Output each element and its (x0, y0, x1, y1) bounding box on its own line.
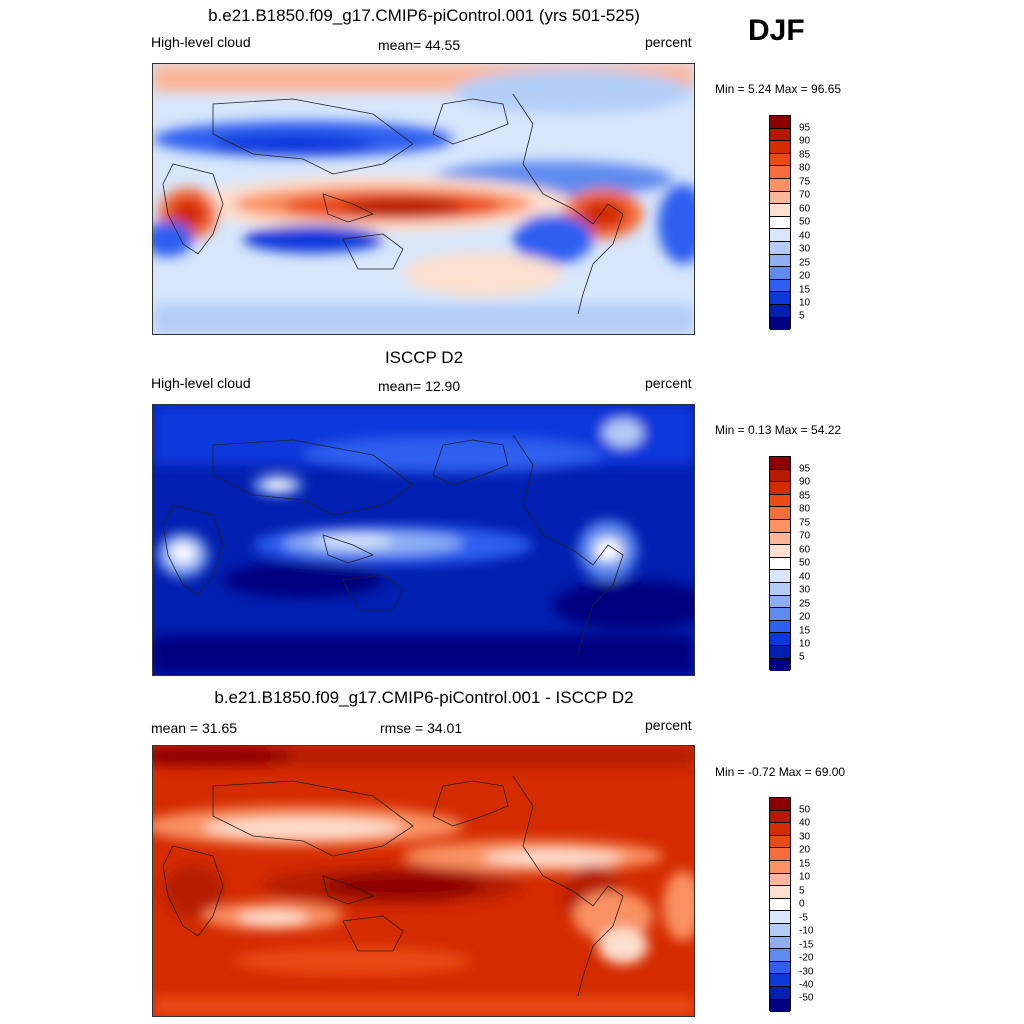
colorbar-tick-label: 15 (799, 625, 811, 637)
colorbar-tick-label: 40 (799, 817, 811, 829)
panel-3-colorbar (769, 797, 791, 1013)
panel-1-colorbar (769, 115, 791, 331)
panel-1-map-field (153, 64, 694, 334)
colorbar-tick-label: 50 (799, 557, 811, 569)
colorbar-tick-label: 95 (799, 122, 811, 134)
panel-3-units-label: percent (645, 717, 692, 733)
colorbar-tick-label: -30 (799, 966, 814, 978)
panel-2-variable-label: High-level cloud (151, 375, 251, 391)
colorbar-tick-label: 0 (799, 898, 805, 910)
colorbar-tick-label: -5 (799, 912, 808, 924)
colorbar-tick-label: 75 (799, 517, 811, 529)
panel-2-minmax: Min = 0.13 Max = 54.22 (715, 423, 842, 437)
colorbar-tick-label: -10 (799, 925, 814, 937)
colorbar-tick-label: 95 (799, 463, 811, 475)
panel-3-rmse-label: rmse = 34.01 (380, 720, 463, 736)
panel-2-mean-label: mean= 12.90 (378, 378, 461, 394)
colorbar-tick-label: 40 (799, 230, 811, 242)
colorbar-tick-label: 5 (799, 310, 805, 322)
colorbar-tick-label: 85 (799, 149, 811, 161)
colorbar-tick-label: 5 (799, 885, 805, 897)
colorbar-tick-label: 75 (799, 176, 811, 188)
panel-1-mean-label: mean= 44.55 (378, 37, 461, 53)
colorbar-tick-label: 30 (799, 243, 811, 255)
colorbar-tick-label: 25 (799, 257, 811, 269)
panel-3-mean-label: mean = 31.65 (151, 720, 238, 736)
season-label: DJF (748, 14, 805, 47)
colorbar-tick-label: -50 (799, 992, 814, 1004)
colorbar-tick-label: 10 (799, 871, 811, 883)
colorbar-tick-label: -20 (799, 952, 814, 964)
colorbar-tick-label: 10 (799, 297, 811, 309)
panel-2-title: ISCCP D2 (384, 348, 464, 367)
colorbar-tick-label: 20 (799, 270, 811, 282)
panel-2-units-label: percent (645, 375, 692, 391)
colorbar-tick-label: 50 (799, 216, 811, 228)
colorbar-tick-label: 40 (799, 571, 811, 583)
colorbar-tick-label: -40 (799, 979, 814, 991)
panel-2-colorbar (769, 456, 791, 672)
colorbar-tick-label: 30 (799, 831, 811, 843)
colorbar-tick-label: 70 (799, 189, 811, 201)
colorbar-tick-label: 20 (799, 844, 811, 856)
colorbar-tick-label: 60 (799, 544, 811, 556)
colorbar-tick-label: 5 (799, 651, 805, 663)
panel-1-map (152, 63, 695, 335)
panel-1-minmax: Min = 5.24 Max = 96.65 (715, 82, 842, 96)
panel-1-title: b.e21.B1850.f09_g17.CMIP6-piControl.001 … (208, 6, 640, 25)
colorbar-tick-label: -15 (799, 939, 814, 951)
panel-1-variable-label: High-level cloud (151, 34, 251, 50)
panel-3-map-field (153, 746, 694, 1016)
colorbar-tick-label: 50 (799, 804, 811, 816)
panel-2-map-field (153, 405, 694, 675)
colorbar-tick-label: 80 (799, 503, 811, 515)
colorbar-tick-label: 30 (799, 584, 811, 596)
colorbar-tick-label: 80 (799, 162, 811, 174)
colorbar-tick-label: 20 (799, 611, 811, 623)
panel-2-map (152, 404, 695, 676)
panel-1-units-label: percent (645, 34, 692, 50)
colorbar-tick-label: 90 (799, 135, 811, 147)
panel-3-minmax: Min = -0.72 Max = 69.00 (715, 765, 846, 779)
colorbar-tick-label: 60 (799, 203, 811, 215)
panel-3-title: b.e21.B1850.f09_g17.CMIP6-piControl.001 … (214, 688, 634, 707)
panel-3-map (152, 745, 695, 1017)
colorbar-tick-label: 90 (799, 476, 811, 488)
colorbar-tick-label: 10 (799, 638, 811, 650)
colorbar-tick-label: 25 (799, 598, 811, 610)
colorbar-tick-label: 85 (799, 490, 811, 502)
colorbar-tick-label: 15 (799, 284, 811, 296)
colorbar-tick-label: 15 (799, 858, 811, 870)
colorbar-tick-label: 70 (799, 530, 811, 542)
